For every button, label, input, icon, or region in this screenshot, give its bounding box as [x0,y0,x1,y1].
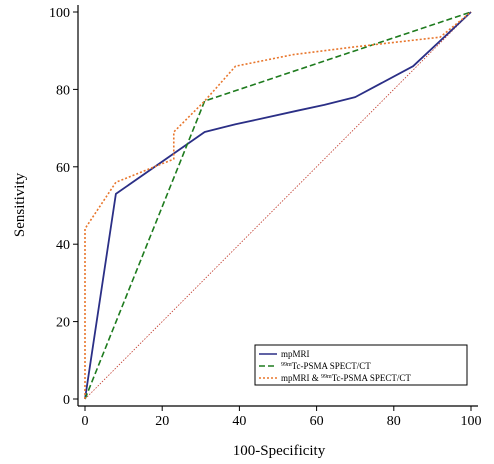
y-tick-label: 100 [49,6,70,21]
legend-superscript: 99m [321,374,332,380]
legend-label-text: Tc-PSMA SPECT/CT [292,361,372,371]
reference-diagonal [84,11,472,400]
x-tick-label: 40 [232,414,246,429]
x-tick-label: 0 [82,414,89,429]
legend-label-text: Tc-PSMA SPECT/CT [332,373,412,383]
y-tick-label: 80 [56,83,70,98]
x-tick-label: 100 [461,414,482,429]
series-lines [84,11,472,400]
y-tick-label: 60 [56,161,70,176]
y-tick-label: 40 [56,238,70,253]
series-line-1 [84,11,472,400]
legend-box [254,344,468,386]
x-axis-title: 100-Specificity [233,443,326,459]
y-tick-label: 0 [63,393,70,408]
legend-label-3: mpMRI & 99mTc-PSMA SPECT/CT [281,373,411,383]
y-axis-title: Sensitivity [12,172,28,237]
x-tick-label: 80 [387,414,401,429]
reference-line [84,11,472,400]
x-tick-label: 60 [310,414,324,429]
y-tick-label: 20 [56,316,70,331]
legend-superscript: 99m [281,362,292,368]
series-line-2 [84,11,472,400]
x-tick-label: 20 [155,414,169,429]
legend-label-2: 99mTc-PSMA SPECT/CT [281,361,371,371]
axes: 0 20 40 60 80 100 0 20 40 60 80 100 [49,5,482,429]
legend-label-1: mpMRI [281,349,310,359]
